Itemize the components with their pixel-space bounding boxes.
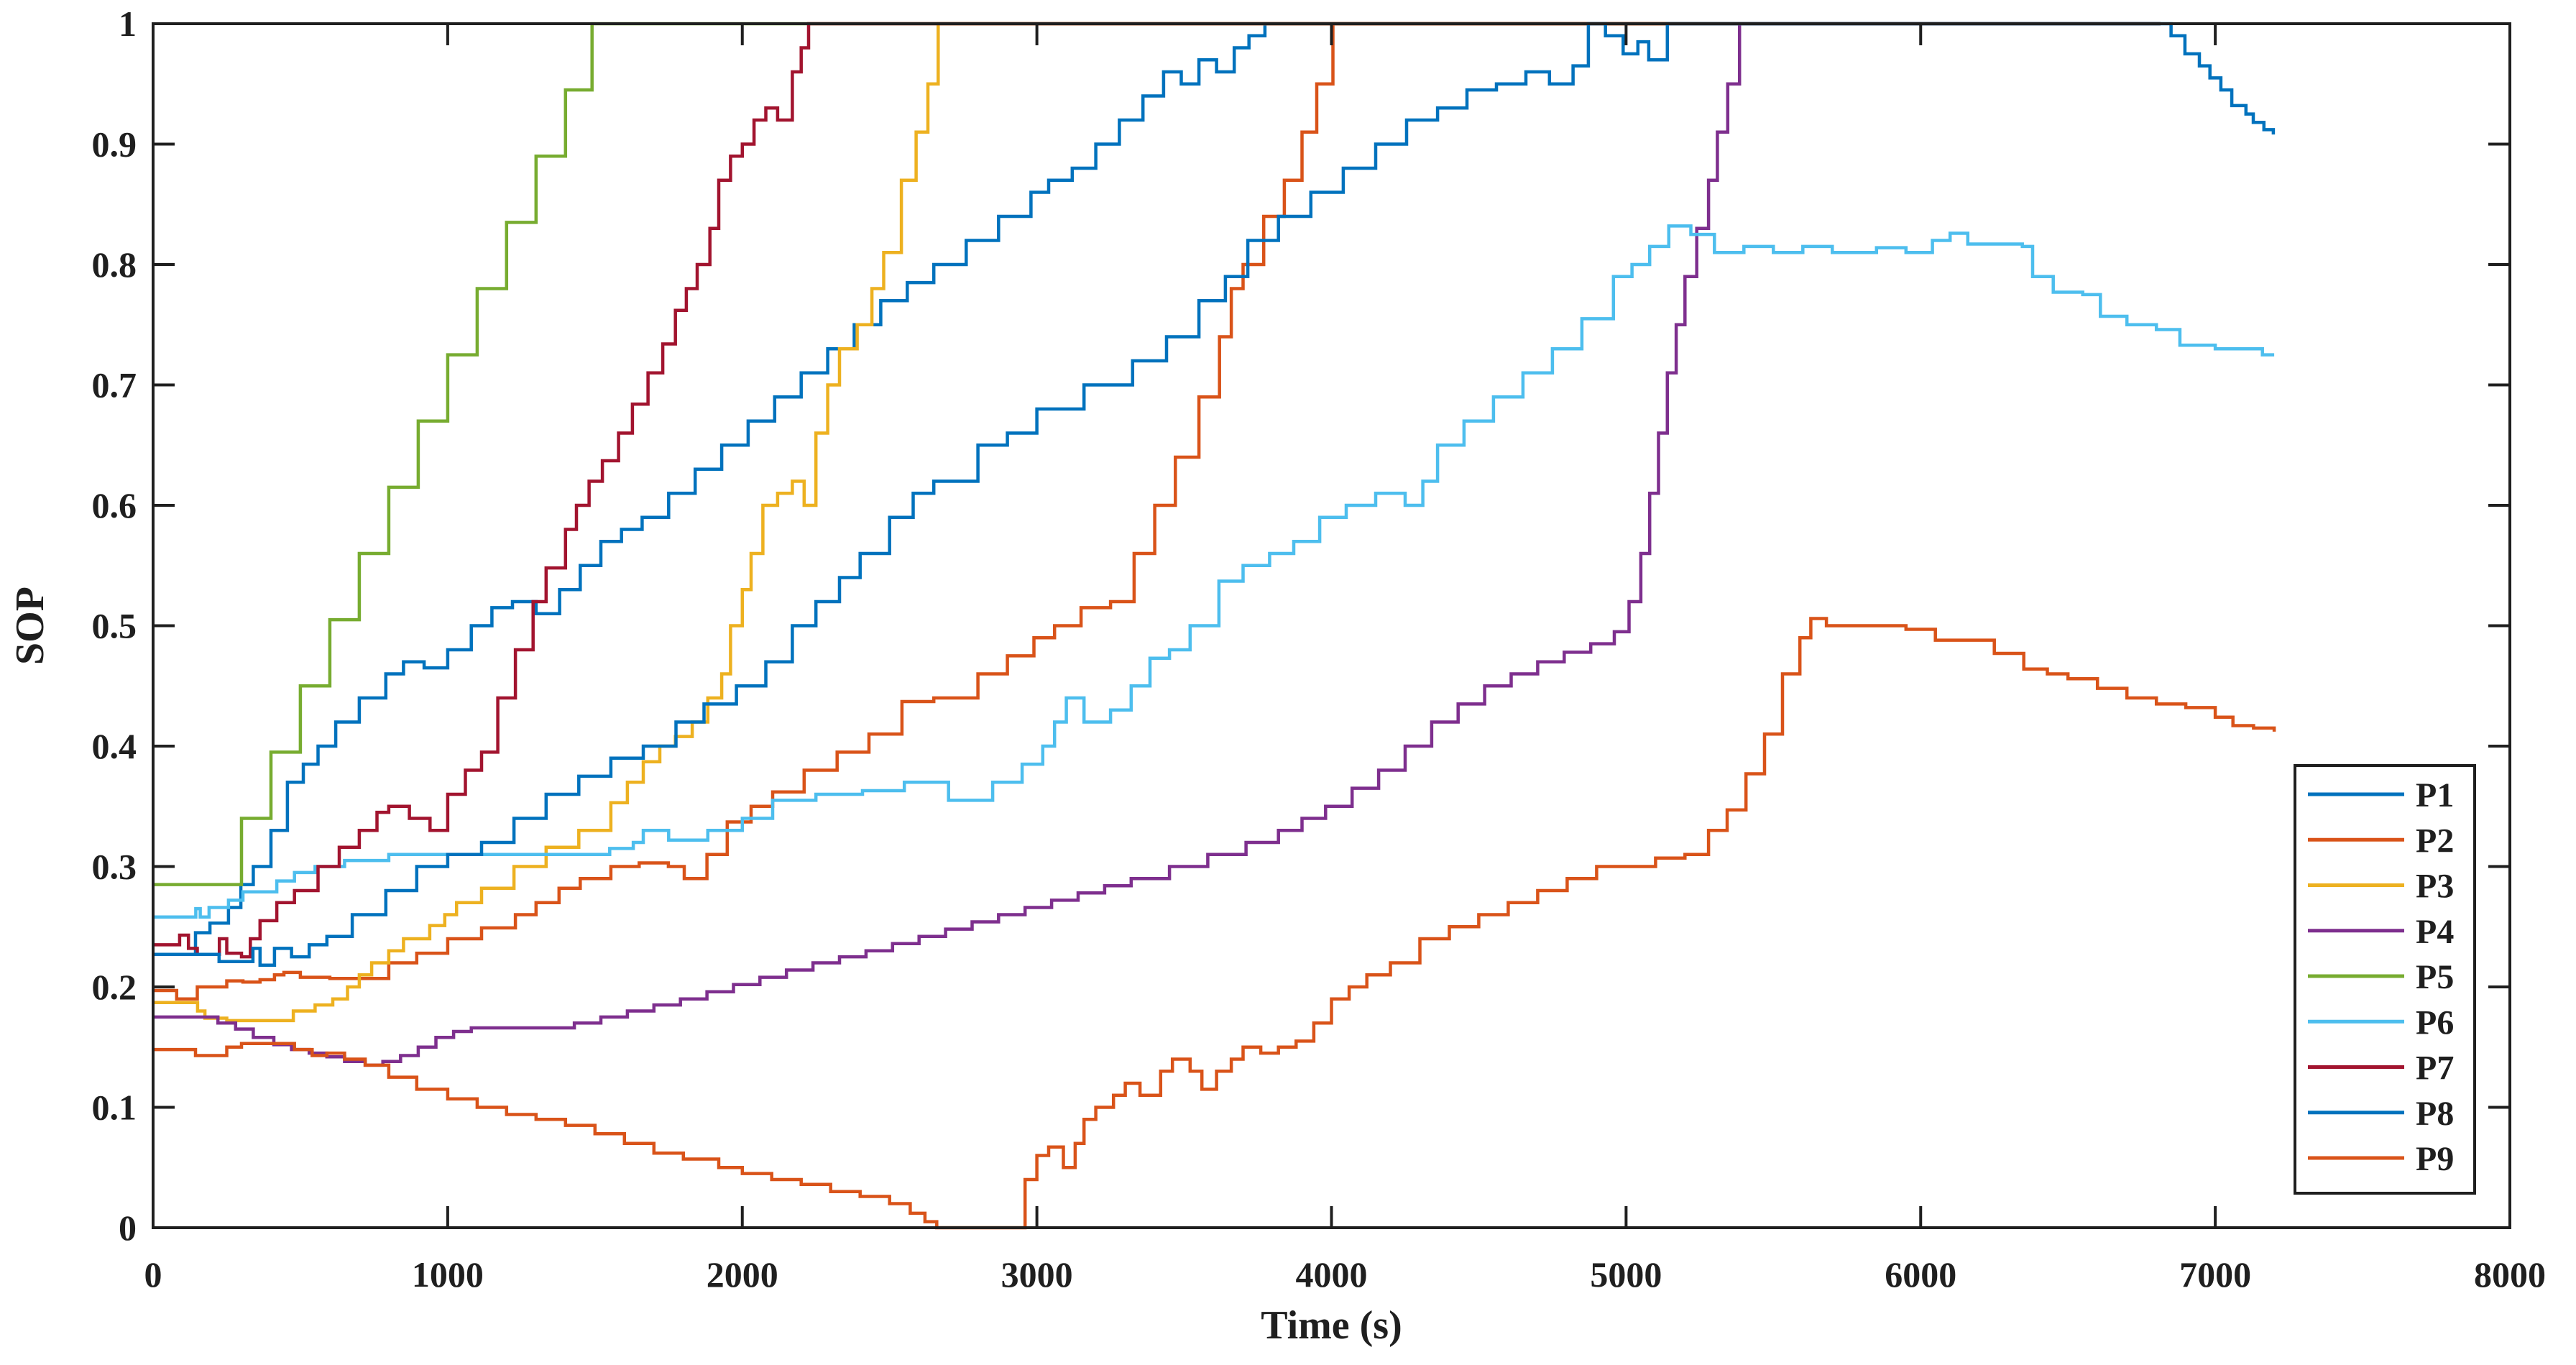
y-tick-label: 0 xyxy=(119,1208,137,1248)
x-tick-label: 5000 xyxy=(1590,1254,1662,1295)
y-tick-label: 0.3 xyxy=(92,847,137,887)
x-tick-label: 1000 xyxy=(412,1254,484,1295)
legend-label-P3: P3 xyxy=(2416,868,2454,906)
x-tick-label: 6000 xyxy=(1885,1254,1956,1295)
y-tick-label: 0.1 xyxy=(92,1088,137,1128)
legend-label-P4: P4 xyxy=(2416,913,2454,951)
series-line-P7 xyxy=(153,22,2161,959)
y-tick-label: 1 xyxy=(119,4,137,44)
legend-label-P1: P1 xyxy=(2416,776,2454,814)
legend-label-P5: P5 xyxy=(2416,958,2454,996)
legend-label-P7: P7 xyxy=(2416,1049,2454,1088)
y-tick-label: 0.7 xyxy=(92,365,137,405)
legend-label-P6: P6 xyxy=(2416,1003,2454,1042)
x-tick-label: 0 xyxy=(144,1254,162,1295)
legend-label-P8: P8 xyxy=(2416,1095,2454,1133)
series-line-P9 xyxy=(153,617,2276,1230)
x-tick-label: 2000 xyxy=(707,1254,778,1295)
series-line-P6 xyxy=(153,224,2275,919)
legend-label-P2: P2 xyxy=(2416,822,2454,860)
y-tick-label: 0.2 xyxy=(92,967,137,1007)
y-axis-label: SOP xyxy=(8,587,52,665)
series-line-P4 xyxy=(153,22,2161,1067)
series-line-P1 xyxy=(153,22,2161,957)
series-line-P5 xyxy=(153,22,2161,886)
y-tick-label: 0.4 xyxy=(92,726,137,766)
series-line-P2 xyxy=(153,22,2161,1001)
series-line-P8 xyxy=(153,22,2276,968)
y-tick-label: 0.5 xyxy=(92,606,137,646)
y-tick-label: 0.9 xyxy=(92,124,137,165)
y-tick-label: 0.6 xyxy=(92,485,137,525)
x-tick-label: 7000 xyxy=(2179,1254,2251,1295)
x-tick-label: 8000 xyxy=(2474,1254,2546,1295)
x-axis-label: Time (s) xyxy=(1261,1303,1402,1348)
legend-label-P9: P9 xyxy=(2416,1140,2454,1178)
x-tick-label: 3000 xyxy=(1001,1254,1073,1295)
legend-box xyxy=(2294,764,2476,1195)
x-tick-label: 4000 xyxy=(1296,1254,1368,1295)
y-tick-label: 0.8 xyxy=(92,244,137,285)
series-line-P3 xyxy=(153,22,2161,1023)
